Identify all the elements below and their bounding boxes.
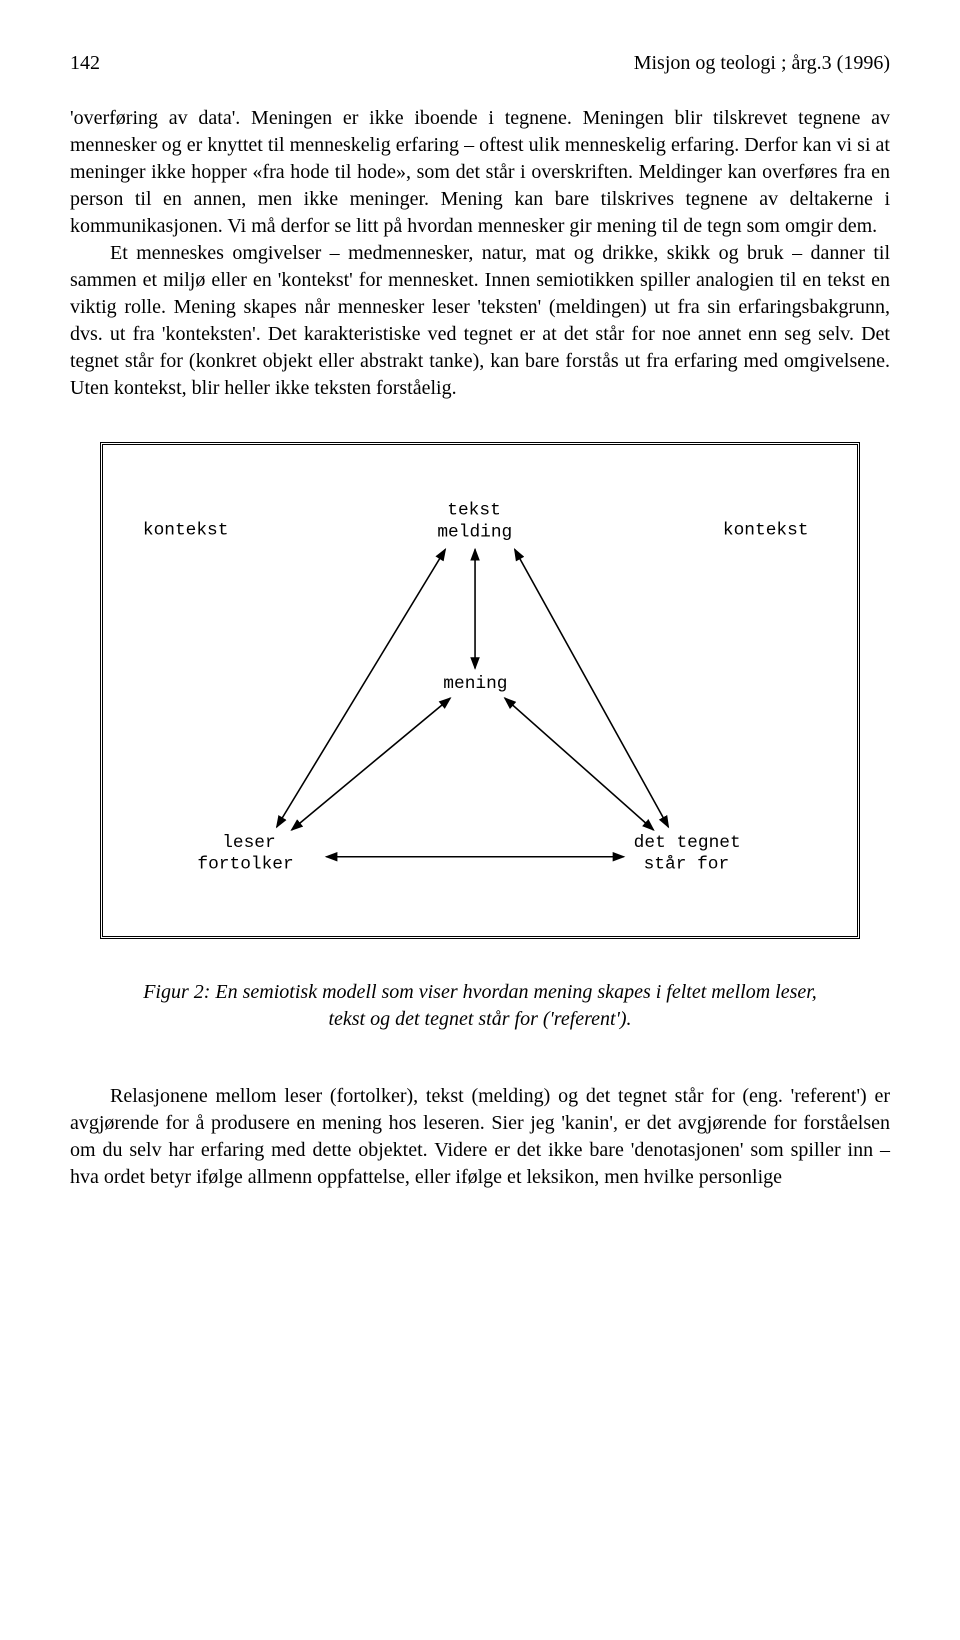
body-block-1: 'overføring av data'. Meningen er ikke i… <box>70 105 890 402</box>
paragraph-2: Et menneskes omgivelser – medmennesker, … <box>70 240 890 402</box>
semiotic-diagram: kontekst tekst melding kontekst mening l… <box>128 475 832 901</box>
diagram-node-leser: leser <box>222 833 275 853</box>
diagram-node-tegnet1: det tegnet <box>634 833 741 853</box>
diagram-node-fortolker: fortolker <box>197 855 293 875</box>
edge-tekst-tegnet <box>515 549 669 827</box>
paragraph-3: Relasjonene mellom leser (fortolker), te… <box>70 1083 890 1191</box>
edge-mening-tegnet <box>505 698 654 830</box>
figure-caption: Figur 2: En semiotisk modell som viser h… <box>130 979 830 1033</box>
running-title: Misjon og teologi ; årg.3 (1996) <box>634 50 890 77</box>
running-header: 142 Misjon og teologi ; årg.3 (1996) <box>70 50 890 77</box>
diagram-node-tegnet2: står for <box>644 855 730 875</box>
page-number: 142 <box>70 50 100 77</box>
diagram-node-tekst: tekst <box>447 501 501 521</box>
diagram-node-mening: mening <box>443 674 507 694</box>
diagram-node-kontekst-left: kontekst <box>143 520 229 540</box>
diagram-node-kontekst-right: kontekst <box>723 520 809 540</box>
semiotic-diagram-frame: kontekst tekst melding kontekst mening l… <box>100 442 860 939</box>
edge-tekst-leser <box>277 549 446 827</box>
paragraph-1: 'overføring av data'. Meningen er ikke i… <box>70 105 890 240</box>
diagram-node-melding: melding <box>437 522 512 542</box>
body-block-2: Relasjonene mellom leser (fortolker), te… <box>70 1083 890 1191</box>
